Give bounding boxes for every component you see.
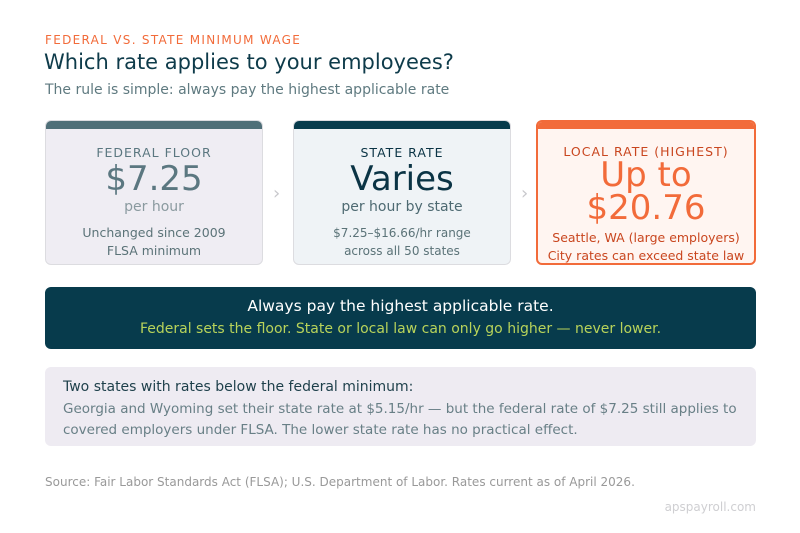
card-unit: per hour by state [341, 199, 463, 215]
page-title: Which rate applies to your employees? [44, 50, 454, 74]
chevron-right-icon: › [521, 183, 529, 204]
local-rate-card: LOCAL RATE (HIGHEST) Up to $20.76 Seattl… [536, 120, 756, 265]
card-note-line: $7.25–$16.66/hr range [333, 226, 471, 240]
card-value-line2: $20.76 [586, 188, 706, 228]
eyebrow: FEDERAL VS. STATE MINIMUM WAGE [45, 33, 302, 47]
rule-banner: Always pay the highest applicable rate. … [45, 287, 756, 349]
card-note-line: City rates can exceed state law [547, 248, 745, 263]
card-note-line: Seattle, WA (large employers) [552, 230, 740, 245]
note-box: Two states with rates below the federal … [45, 367, 756, 446]
state-rate-card: STATE RATE Varies per hour by state $7.2… [293, 120, 511, 265]
banner-sub: Federal sets the floor. State or local l… [139, 321, 662, 337]
federal-floor-card: FEDERAL FLOOR $7.25 per hour Unchanged s… [45, 120, 263, 265]
subtitle: The rule is simple: always pay the highe… [45, 82, 450, 98]
card-label: LOCAL RATE (HIGHEST) [563, 144, 729, 159]
card-accent-bar [46, 121, 262, 129]
note-text: Georgia and Wyoming set their state rate… [63, 401, 737, 438]
card-label: FEDERAL FLOOR [96, 145, 212, 160]
card-value: Varies [350, 159, 454, 199]
card-note-line: FLSA minimum [106, 243, 202, 258]
chevron-right-icon: › [273, 183, 281, 204]
card-note: $7.25–$16.66/hr range across all 50 state… [294, 224, 510, 260]
card-note-line: Unchanged since 2009 [82, 225, 226, 240]
card-note: Seattle, WA (large employers) City rates … [538, 229, 754, 263]
card-unit: per hour [124, 199, 184, 215]
source-note: Source: Fair Labor Standards Act (FLSA);… [45, 475, 635, 489]
card-note-line: across all 50 states [344, 244, 460, 258]
card-note: Unchanged since 2009 FLSA minimum [46, 224, 262, 260]
note-heading: Two states with rates below the federal … [63, 379, 414, 395]
card-accent-bar [538, 122, 754, 129]
banner-main: Always pay the highest applicable rate. [247, 297, 554, 315]
card-label: STATE RATE [360, 145, 444, 160]
watermark: apspayroll.com [664, 500, 756, 514]
card-value: $7.25 [105, 159, 203, 199]
card-accent-bar [294, 121, 510, 129]
card-value-line1: Up to [600, 155, 692, 195]
